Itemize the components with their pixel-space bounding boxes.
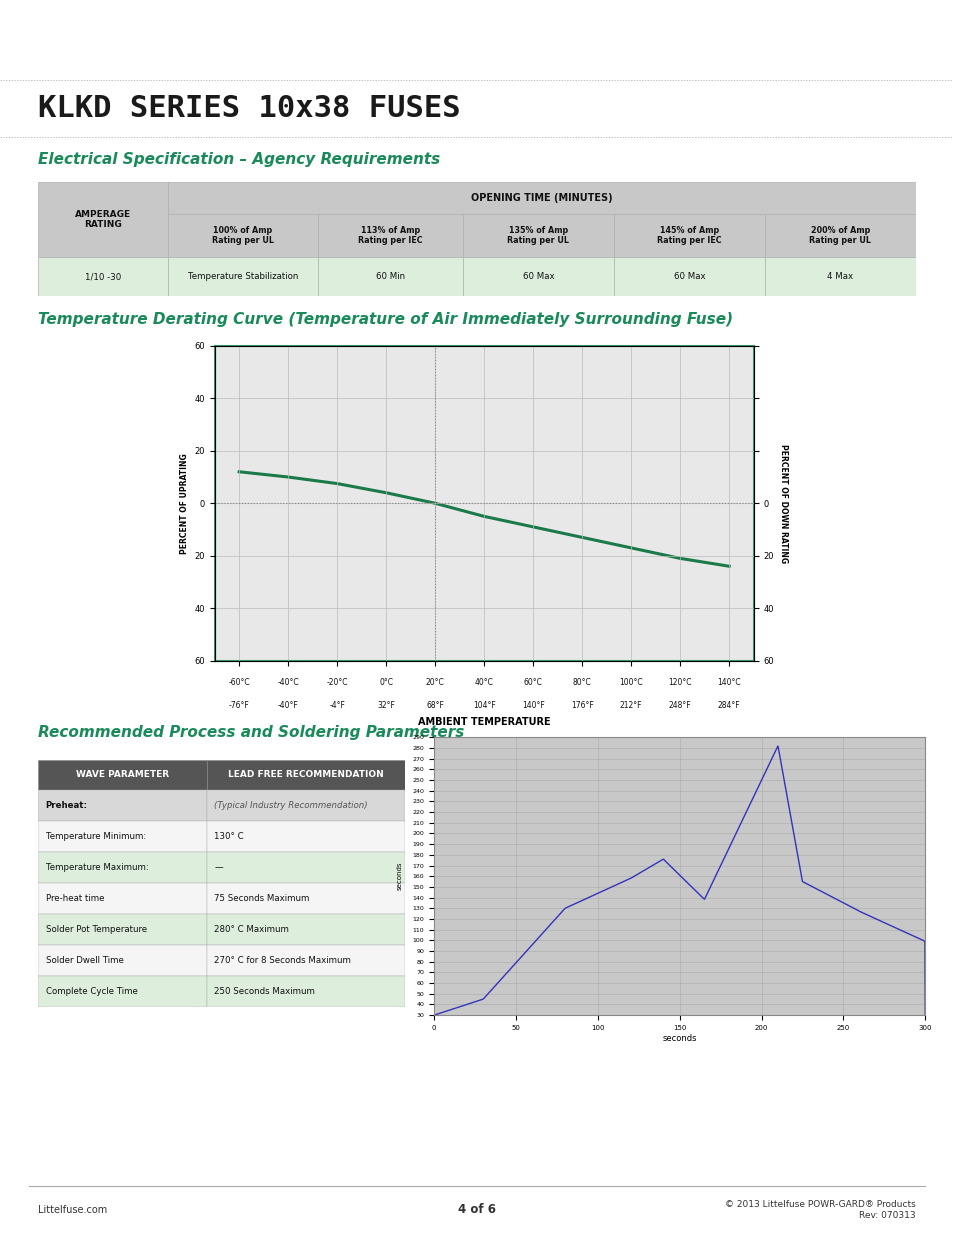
Text: 75 Seconds Maximum: 75 Seconds Maximum — [214, 894, 310, 903]
Text: 60 Min: 60 Min — [375, 273, 405, 282]
Bar — [38, 790, 207, 821]
Text: 248°F: 248°F — [668, 701, 691, 710]
Text: 145% of Amp
Rating per IEC: 145% of Amp Rating per IEC — [657, 226, 721, 246]
Text: Temperature Stabilization: Temperature Stabilization — [188, 273, 298, 282]
Text: -40°F: -40°F — [277, 701, 298, 710]
Bar — [168, 257, 317, 296]
Y-axis label: PERCENT OF UPRATING: PERCENT OF UPRATING — [179, 453, 189, 553]
Text: 284°F: 284°F — [717, 701, 740, 710]
Text: seconds: seconds — [396, 862, 402, 890]
Text: 4 of 6: 4 of 6 — [457, 1203, 496, 1216]
Text: 4 Max: 4 Max — [826, 273, 853, 282]
Bar — [207, 976, 405, 1007]
Text: AMPERAGE
RATING: AMPERAGE RATING — [75, 210, 131, 230]
Text: 176°F: 176°F — [570, 701, 593, 710]
Text: 135% of Amp
Rating per UL: 135% of Amp Rating per UL — [507, 226, 569, 246]
X-axis label: seconds: seconds — [661, 1034, 697, 1042]
Bar — [207, 852, 405, 883]
Text: 1/10 -30: 1/10 -30 — [85, 273, 121, 282]
Bar — [207, 790, 405, 821]
Text: POWR-GARD® Fuse Datasheet: POWR-GARD® Fuse Datasheet — [29, 30, 314, 47]
Text: 20°C: 20°C — [425, 678, 444, 687]
Bar — [38, 976, 207, 1007]
Text: LEAD FREE RECOMMENDATION: LEAD FREE RECOMMENDATION — [228, 771, 384, 779]
Text: AMBIENT TEMPERATURE: AMBIENT TEMPERATURE — [417, 718, 550, 727]
Bar — [614, 257, 764, 296]
Bar — [38, 945, 207, 976]
Bar — [764, 257, 915, 296]
Bar — [38, 760, 207, 790]
Text: ⚡ Littelfuse®: ⚡ Littelfuse® — [720, 20, 853, 38]
Text: Temperature Derating Curve (Temperature of Air Immediately Surrounding Fuse): Temperature Derating Curve (Temperature … — [38, 312, 733, 327]
Text: Expertise Applied  |  Answers Delivered: Expertise Applied | Answers Delivered — [724, 56, 875, 64]
Text: 104°F: 104°F — [473, 701, 495, 710]
Bar — [38, 883, 207, 914]
Text: 270° C for 8 Seconds Maximum: 270° C for 8 Seconds Maximum — [214, 956, 351, 965]
Bar — [38, 914, 207, 945]
Text: KLKD SERIES 10x38 FUSES: KLKD SERIES 10x38 FUSES — [38, 94, 460, 124]
Bar — [207, 883, 405, 914]
Text: 113% of Amp
Rating per IEC: 113% of Amp Rating per IEC — [358, 226, 422, 246]
Text: 140°F: 140°F — [521, 701, 544, 710]
Bar — [207, 760, 405, 790]
Text: 0°C: 0°C — [378, 678, 393, 687]
Text: 32°F: 32°F — [376, 701, 395, 710]
Text: -40°C: -40°C — [277, 678, 298, 687]
Text: Recommended Process and Soldering Parameters: Recommended Process and Soldering Parame… — [38, 725, 464, 740]
Bar — [317, 257, 462, 296]
Bar — [38, 257, 168, 296]
Bar — [168, 214, 317, 257]
Bar — [764, 214, 915, 257]
Text: © 2013 Littelfuse POWR-GARD® Products
Rev: 070313: © 2013 Littelfuse POWR-GARD® Products Re… — [724, 1200, 915, 1220]
Text: WAVE PARAMETER: WAVE PARAMETER — [76, 771, 169, 779]
Text: 60 Max: 60 Max — [522, 273, 554, 282]
Bar — [207, 945, 405, 976]
Bar — [38, 182, 168, 257]
Bar — [462, 257, 614, 296]
Bar — [462, 214, 614, 257]
Text: -20°C: -20°C — [326, 678, 348, 687]
Text: Electrical Specification – Agency Requirements: Electrical Specification – Agency Requir… — [38, 152, 440, 167]
Text: Temperature Maximum:: Temperature Maximum: — [46, 863, 148, 872]
Text: 100°C: 100°C — [618, 678, 642, 687]
Text: -60°C: -60°C — [228, 678, 250, 687]
Text: 40°C: 40°C — [475, 678, 493, 687]
Text: 140°C: 140°C — [717, 678, 740, 687]
Text: 200% of Amp
Rating per UL: 200% of Amp Rating per UL — [808, 226, 870, 246]
Bar — [317, 214, 462, 257]
Text: Littelfuse.com: Littelfuse.com — [38, 1205, 108, 1215]
Text: 212°F: 212°F — [619, 701, 641, 710]
Text: Complete Cycle Time: Complete Cycle Time — [46, 987, 137, 995]
Bar — [168, 182, 915, 214]
Text: 68°F: 68°F — [426, 701, 444, 710]
Bar — [614, 214, 764, 257]
Text: -76°F: -76°F — [229, 701, 250, 710]
Bar — [207, 914, 405, 945]
Text: 60 Max: 60 Max — [673, 273, 704, 282]
Text: 250 Seconds Maximum: 250 Seconds Maximum — [214, 987, 315, 995]
Bar — [207, 821, 405, 852]
Text: 100% of Amp
Rating per UL: 100% of Amp Rating per UL — [212, 226, 274, 246]
Text: OPENING TIME (MINUTES): OPENING TIME (MINUTES) — [471, 193, 612, 203]
Text: 60°C: 60°C — [523, 678, 542, 687]
Y-axis label: PERCENT OF DOWN RATING: PERCENT OF DOWN RATING — [778, 443, 787, 563]
Text: -4°F: -4°F — [329, 701, 345, 710]
Text: —: — — [214, 863, 223, 872]
Bar — [38, 852, 207, 883]
Text: Solder Pot Temperature: Solder Pot Temperature — [46, 925, 147, 934]
Text: (Typical Industry Recommendation): (Typical Industry Recommendation) — [214, 802, 368, 810]
Text: 280° C Maximum: 280° C Maximum — [214, 925, 289, 934]
Bar — [38, 821, 207, 852]
Text: 80°C: 80°C — [572, 678, 591, 687]
Text: 130° C: 130° C — [214, 832, 244, 841]
Text: Solder Dwell Time: Solder Dwell Time — [46, 956, 123, 965]
Text: Preheat:: Preheat: — [46, 802, 88, 810]
Text: Pre-heat time: Pre-heat time — [46, 894, 104, 903]
Text: 120°C: 120°C — [668, 678, 691, 687]
Text: Temperature Minimum:: Temperature Minimum: — [46, 832, 146, 841]
